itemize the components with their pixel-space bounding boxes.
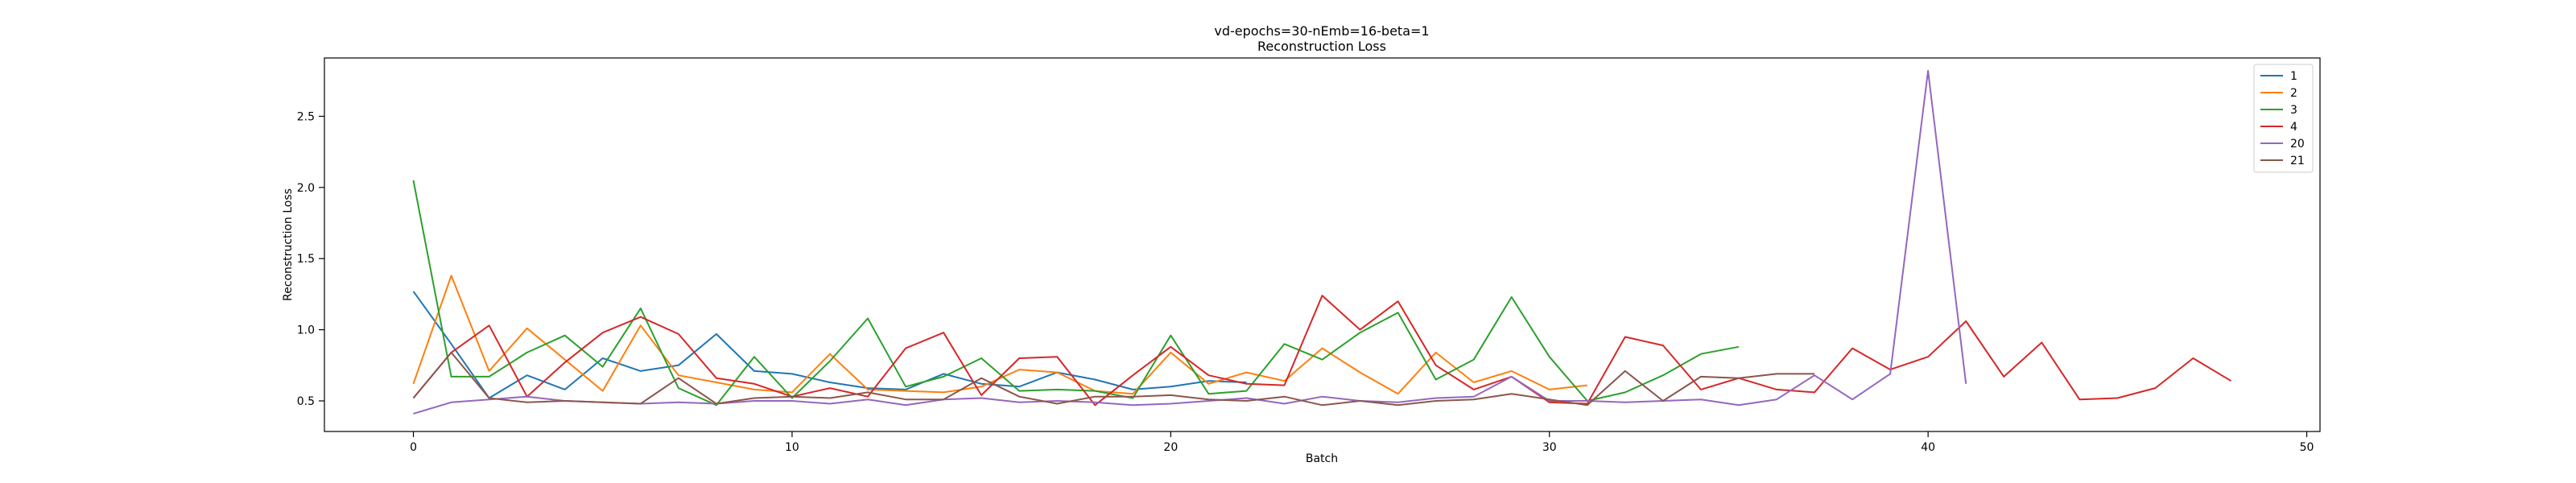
x-tick-label: 20 [1163,441,1178,454]
x-tick-label: 10 [785,441,799,454]
series-line-4 [412,295,2232,407]
x-tick-label: 30 [1542,441,1557,454]
series-line-21 [412,351,1814,407]
legend-entry: 20 [2290,138,2305,151]
series-line-3 [412,180,1740,407]
y-tick-label: 1.5 [297,253,315,266]
series-line-1 [412,291,1247,399]
x-tick-label: 50 [2300,441,2314,454]
y-axis-label: Reconstruction Loss [282,188,295,301]
y-tick-label: 2.0 [297,182,315,195]
y-tick-label: 0.5 [297,395,315,408]
legend: 1 2 3 4 20 21 [2253,64,2314,173]
legend-entry: 4 [2290,121,2297,134]
axes: 0 10 20 30 40 50 0.5 1.0 1.5 2.0 2.5 [297,110,2314,454]
legend-entry: 3 [2290,104,2297,117]
legend-entry: 2 [2290,87,2297,100]
chart-title: vd-epochs=30-nEmb=16-beta=1 [1214,23,1429,39]
y-tick-label: 1.0 [297,324,315,337]
x-axis-label: Batch [1306,452,1338,465]
chart-subtitle: Reconstruction Loss [1257,39,1386,54]
plot-frame [324,57,2321,432]
series-line-20 [413,69,1967,415]
series-line-2 [412,275,1587,395]
y-tick-label: 2.5 [297,110,315,123]
legend-entry: 21 [2290,155,2305,167]
legend-box [2253,64,2314,173]
series-lines [412,69,2232,415]
x-tick-label: 0 [410,441,417,454]
legend-entry: 1 [2290,70,2297,83]
x-tick-label: 40 [1921,441,1935,454]
